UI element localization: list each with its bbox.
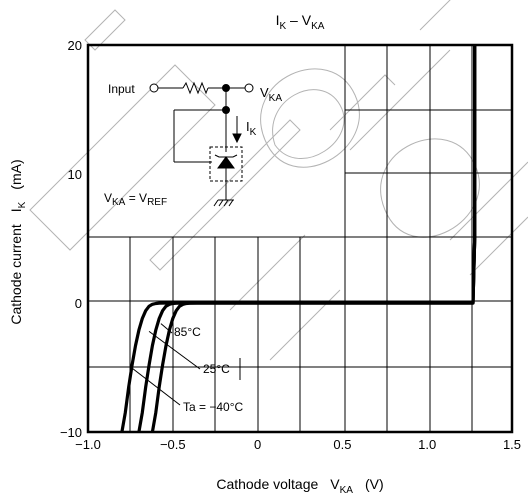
input-label: Input: [108, 82, 135, 96]
vka-label: VKA: [260, 85, 282, 104]
chart-title: IK – VKA: [276, 12, 325, 32]
series-line-1: [120, 45, 477, 433]
watermark: [29, 0, 528, 361]
annotation-label: 25°C: [203, 362, 230, 376]
ground-icon: [218, 199, 224, 207]
x-tick-label: 1.5: [503, 437, 521, 452]
diode-icon: [217, 156, 235, 169]
x-tick-labels: −1.0 −0.5 0 0.5 1.0 1.5: [75, 437, 521, 452]
ground-icon: [213, 199, 219, 207]
watermark-stroke: [260, 68, 360, 168]
series-line-2: [137, 45, 477, 433]
watermark-stroke: [272, 89, 345, 159]
plot-frame: [86, 43, 514, 434]
watermark-stroke: [329, 0, 451, 151]
watermark-stroke: [229, 234, 341, 361]
x-tick-label: 0: [254, 437, 261, 452]
input-terminal: [149, 83, 159, 93]
annotation-leader: [148, 330, 201, 370]
annotation-leader: [160, 323, 173, 334]
y-tick-label: 10: [68, 167, 82, 182]
ground-icon: [223, 199, 229, 207]
current-arrowhead-icon: [232, 133, 242, 144]
x-tick-label: −1.0: [75, 437, 101, 452]
condition-equals: =: [125, 191, 139, 205]
y-axis-label: Cathode currentIK(mA): [8, 159, 28, 324]
watermark-stroke: [149, 119, 301, 271]
annotation-label: Ta = −40°C: [183, 400, 244, 414]
y-tick-label: 20: [68, 38, 82, 53]
watermark-stroke: [449, 161, 528, 276]
x-tick-label: 0.5: [333, 437, 351, 452]
series-curves: [120, 45, 477, 433]
condition-label-sub: KA: [112, 197, 126, 208]
diode-bar-icon: [214, 154, 238, 158]
y-tick-label: 0: [75, 296, 82, 311]
resistor-icon: [182, 81, 209, 95]
x-tick-label: −0.5: [160, 437, 186, 452]
annotation-label: 85°C: [174, 325, 201, 339]
watermark-stroke: [84, 9, 126, 51]
y-tick-label: −10: [60, 425, 82, 440]
ik-label: IK: [246, 119, 257, 138]
plot-grid: [86, 43, 514, 434]
x-tick-label: 1.0: [418, 437, 436, 452]
vka-label-sub: KA: [269, 93, 283, 104]
condition-label-ref-sub: REF: [147, 197, 167, 208]
condition-label: VKA = VREF: [104, 191, 167, 208]
ik-label-sub: K: [250, 127, 257, 138]
ground-icon: [228, 199, 234, 207]
series-line-3: [150, 45, 477, 433]
curve-annotations: 85°C 25°C Ta = −40°C: [130, 323, 244, 420]
annotation-leader: [130, 367, 181, 406]
vka-terminal: [244, 83, 254, 93]
watermark-stroke: [29, 64, 216, 251]
condition-label-ref: V: [139, 191, 147, 205]
y-tick-labels: −10 0 10 20: [60, 38, 82, 440]
x-axis-label: Cathode voltage VKA (V): [216, 476, 383, 496]
